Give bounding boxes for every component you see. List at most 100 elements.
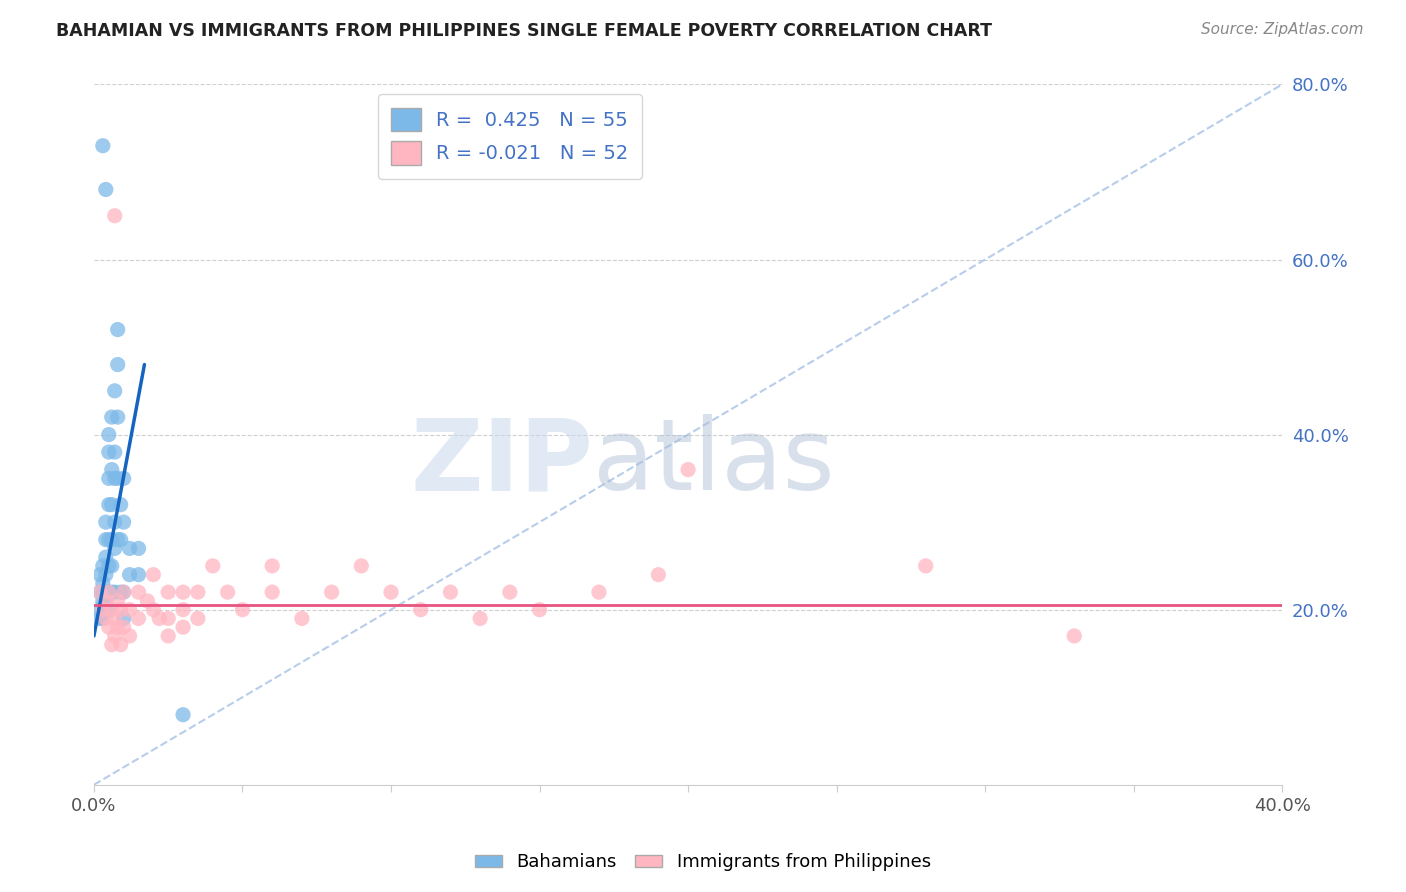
Point [94, 550, 117, 565]
Point [97, 427, 120, 442]
Point [94, 594, 117, 608]
Point [118, 541, 141, 556]
Point [157, 629, 180, 643]
Point [110, 585, 132, 599]
Point [172, 707, 194, 722]
Point [107, 533, 129, 547]
Point [94, 611, 117, 625]
Point [97, 585, 120, 599]
Point [588, 585, 610, 599]
Point [89, 585, 111, 599]
Point [136, 594, 159, 608]
Point [142, 567, 165, 582]
Point [112, 620, 135, 634]
Point [104, 611, 127, 625]
Point [110, 533, 132, 547]
Point [100, 462, 122, 476]
Point [201, 558, 224, 573]
Point [187, 611, 209, 625]
Point [142, 602, 165, 616]
Point [110, 638, 132, 652]
Point [112, 611, 135, 625]
Point [380, 585, 402, 599]
Point [91, 585, 114, 599]
Point [107, 358, 129, 372]
Point [1063, 629, 1085, 643]
Point [97, 620, 120, 634]
Point [217, 585, 239, 599]
Point [499, 585, 522, 599]
Point [262, 585, 284, 599]
Text: BAHAMIAN VS IMMIGRANTS FROM PHILIPPINES SINGLE FEMALE POVERTY CORRELATION CHART: BAHAMIAN VS IMMIGRANTS FROM PHILIPPINES … [56, 22, 993, 40]
Point [157, 611, 180, 625]
Point [91, 138, 114, 153]
Point [112, 585, 135, 599]
Point [97, 445, 120, 459]
Point [100, 602, 122, 616]
Point [112, 585, 135, 599]
Point [104, 384, 127, 398]
Point [104, 471, 127, 485]
Point [104, 585, 127, 599]
Point [100, 638, 122, 652]
Point [914, 558, 936, 573]
Point [94, 585, 117, 599]
Point [94, 533, 117, 547]
Point [262, 558, 284, 573]
Point [89, 611, 111, 625]
Point [94, 594, 117, 608]
Point [97, 498, 120, 512]
Point [127, 541, 149, 556]
Point [127, 611, 149, 625]
Text: atlas: atlas [593, 414, 835, 511]
Point [157, 585, 180, 599]
Point [89, 585, 111, 599]
Point [97, 585, 120, 599]
Point [676, 462, 699, 476]
Point [107, 620, 129, 634]
Point [97, 533, 120, 547]
Point [100, 533, 122, 547]
Point [107, 410, 129, 425]
Point [468, 611, 491, 625]
Point [439, 585, 461, 599]
Point [112, 515, 135, 529]
Point [91, 602, 114, 616]
Point [97, 602, 120, 616]
Point [291, 611, 314, 625]
Point [118, 567, 141, 582]
Point [107, 594, 129, 608]
Point [148, 611, 170, 625]
Point [94, 567, 117, 582]
Point [107, 471, 129, 485]
Point [110, 602, 132, 616]
Point [172, 585, 194, 599]
Point [89, 602, 111, 616]
Point [647, 567, 669, 582]
Point [529, 602, 551, 616]
Point [231, 602, 253, 616]
Legend: R =  0.425   N = 55, R = -0.021   N = 52: R = 0.425 N = 55, R = -0.021 N = 52 [378, 95, 643, 178]
Point [104, 445, 127, 459]
Point [97, 558, 120, 573]
Point [118, 629, 141, 643]
Point [104, 541, 127, 556]
Point [94, 515, 117, 529]
Point [91, 611, 114, 625]
Point [91, 594, 114, 608]
Point [104, 209, 127, 223]
Point [321, 585, 343, 599]
Point [350, 558, 373, 573]
Point [104, 629, 127, 643]
Point [172, 602, 194, 616]
Point [89, 567, 111, 582]
Text: Source: ZipAtlas.com: Source: ZipAtlas.com [1201, 22, 1364, 37]
Point [91, 558, 114, 573]
Point [127, 585, 149, 599]
Point [100, 585, 122, 599]
Point [100, 498, 122, 512]
Point [100, 410, 122, 425]
Point [409, 602, 432, 616]
Text: ZIP: ZIP [411, 414, 593, 511]
Point [91, 576, 114, 591]
